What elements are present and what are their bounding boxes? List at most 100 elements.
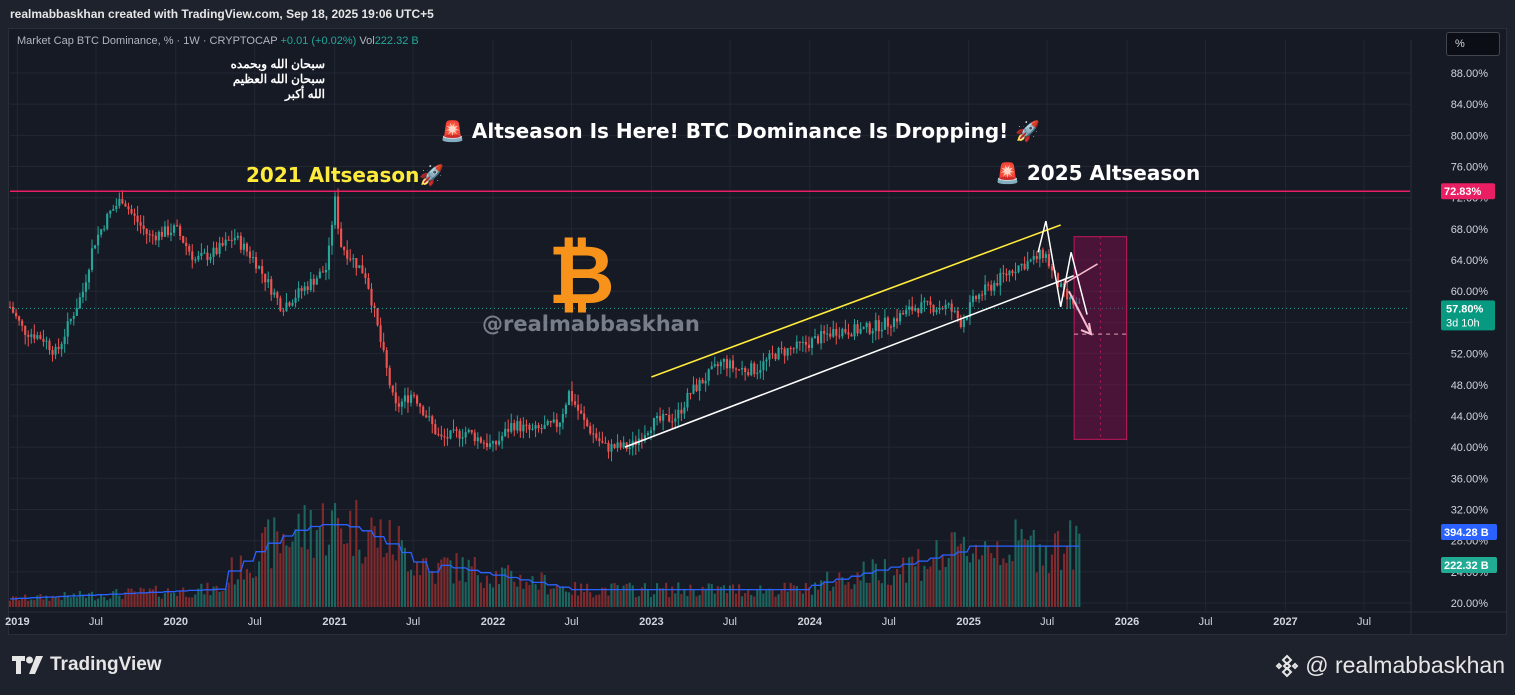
projection-arrowhead (1080, 322, 1093, 336)
candle-body (172, 225, 176, 233)
volume-bar (826, 571, 829, 607)
volume-bar (264, 527, 267, 607)
candle-body (640, 438, 643, 441)
volume-bar (379, 519, 382, 607)
projection-arrow[interactable] (1068, 290, 1092, 335)
volume-bar (622, 585, 625, 607)
y-tick-label: 44.00% (1451, 411, 1489, 423)
candle-body (1060, 283, 1063, 288)
candle-body (491, 441, 495, 444)
chart-frame[interactable] (8, 28, 1507, 635)
candle-body (725, 359, 728, 369)
volume-bar (780, 589, 783, 607)
channel-lower-line[interactable] (624, 274, 1075, 448)
volume-bar (707, 583, 710, 607)
candle-body (780, 348, 783, 350)
volume-bar (561, 586, 564, 607)
volume-bar (531, 576, 534, 607)
volume-bar (479, 582, 482, 607)
candle-body (622, 442, 625, 448)
volume-bar (419, 575, 422, 607)
y-tick-label: 32.00% (1451, 504, 1489, 516)
volume-bar (169, 593, 173, 607)
candle-body (403, 395, 406, 402)
volume-bar (671, 586, 674, 607)
tradingview-logo[interactable]: TradingView (12, 654, 162, 676)
volume-bar (1069, 520, 1072, 607)
candle-body (343, 246, 346, 251)
candle-body (883, 317, 886, 330)
candle-body (160, 231, 163, 237)
candle-body (823, 331, 826, 334)
volume-bar (18, 600, 21, 607)
volume-bar (719, 587, 722, 607)
y-tick-label: 80.00% (1451, 130, 1489, 142)
candle-body (649, 430, 653, 434)
volume-bar (72, 593, 75, 607)
volume-bar (36, 595, 39, 607)
candle-body (795, 341, 798, 349)
volume-bar (1075, 525, 1078, 607)
volume-bar (501, 567, 504, 607)
volume-bar (315, 530, 318, 607)
candle-body (616, 442, 619, 448)
channel-upper-line[interactable] (651, 224, 1061, 378)
volume-bar (552, 588, 555, 607)
volume-bar (595, 595, 598, 607)
candle-body (449, 430, 452, 439)
volume-bar (400, 540, 403, 607)
candle-body (428, 416, 431, 418)
candle-body (956, 310, 959, 319)
candle-body (169, 232, 173, 236)
x-tick-label: Jul (565, 616, 579, 628)
volume-bar (665, 582, 668, 607)
volume-bar (798, 590, 801, 607)
volume-bar (1056, 530, 1060, 607)
volume-bar (1002, 558, 1005, 607)
candle-body (33, 334, 36, 339)
zigzag-path[interactable] (1037, 220, 1088, 315)
volume-bar (573, 581, 577, 607)
pink-line-up[interactable] (1064, 263, 1098, 285)
volume-bar (300, 547, 303, 607)
candle-body (549, 421, 552, 423)
candle-body (258, 266, 261, 269)
candle-body (923, 300, 926, 303)
candle-body (45, 340, 48, 342)
volume-bar (516, 586, 519, 607)
volume-bar (820, 580, 823, 607)
candle-body (157, 231, 160, 241)
candle-body (665, 414, 668, 416)
candle-body (288, 302, 291, 306)
volume-bar (786, 591, 789, 607)
volume-bar (738, 584, 741, 607)
volume-bar (935, 540, 938, 607)
x-tick-label: Jul (882, 616, 896, 628)
volume-bar (309, 509, 312, 607)
candle-body (103, 228, 106, 230)
candle-body (416, 395, 419, 404)
candle-body (978, 294, 981, 300)
volume-bar (346, 543, 349, 607)
symbol-legend[interactable]: Market Cap BTC Dominance, % · 1W · CRYPT… (17, 35, 419, 47)
candle-body (185, 242, 188, 247)
volume-bar (762, 593, 765, 607)
candle-body (971, 296, 975, 303)
candle-body (856, 324, 859, 334)
candle-body (577, 404, 580, 411)
volume-bar (993, 558, 996, 607)
candle-body (710, 366, 713, 370)
volume-bar (768, 588, 771, 607)
candle-body (810, 338, 814, 348)
candle-body (859, 328, 862, 334)
candle-body (163, 226, 166, 237)
candle-body (224, 239, 227, 246)
candle-body (166, 226, 170, 236)
volume-bar (440, 559, 443, 607)
percent-scale-button[interactable]: % (1446, 32, 1500, 56)
y-tick-label: 76.00% (1451, 162, 1489, 174)
volume-bar (124, 592, 127, 607)
volume-bar (267, 519, 270, 607)
candle-body (573, 401, 577, 405)
